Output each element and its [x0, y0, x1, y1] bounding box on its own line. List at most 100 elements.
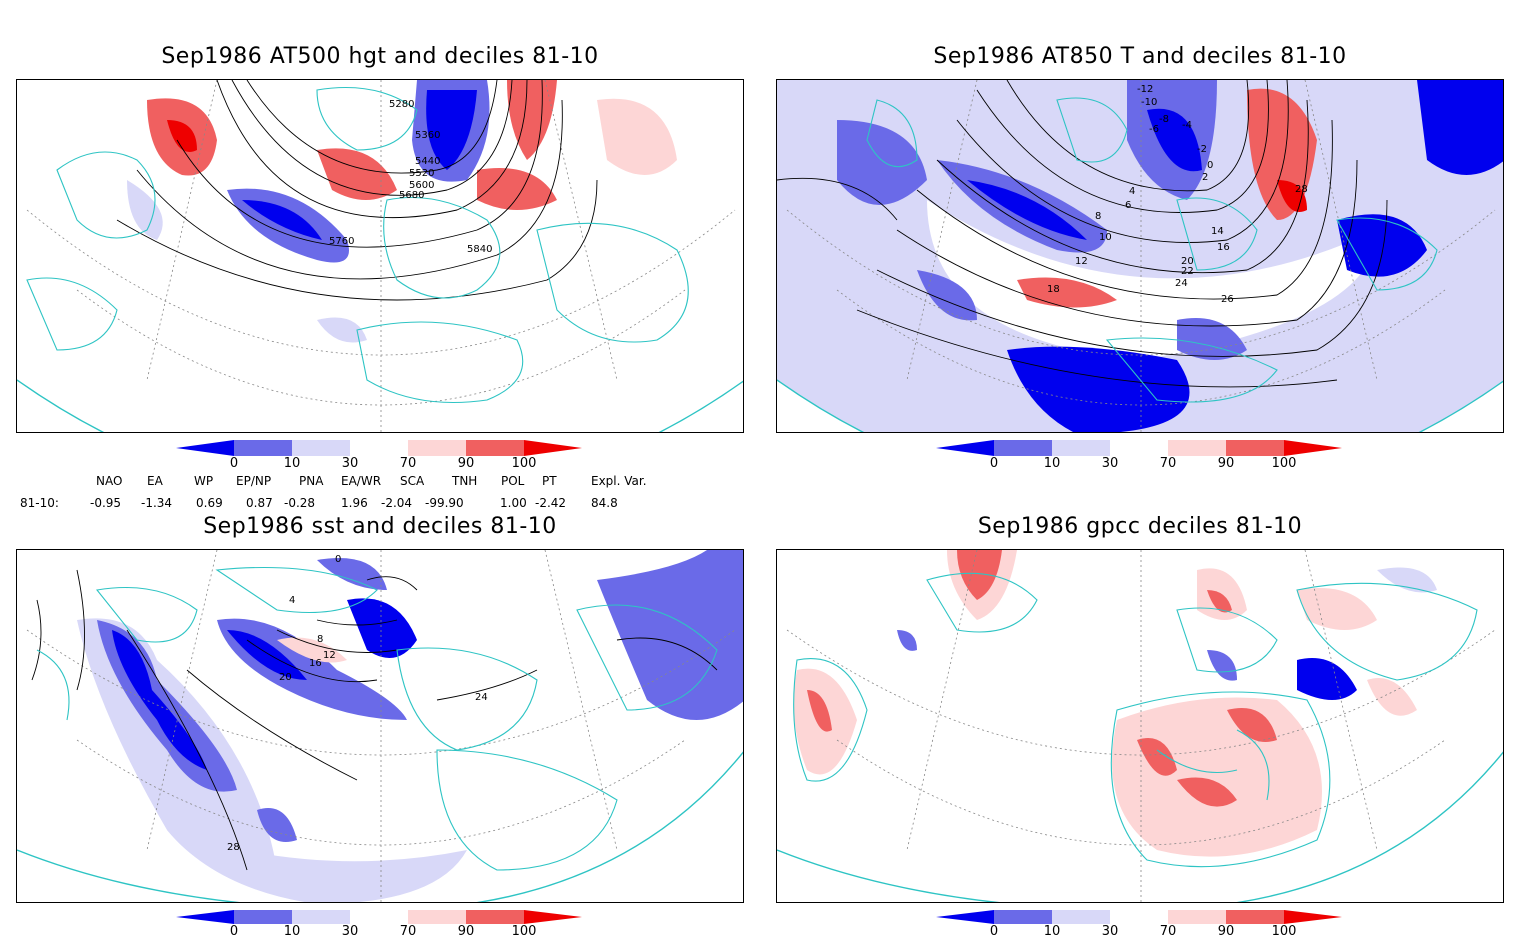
index-value: -0.28: [284, 496, 316, 510]
index-value: -99.90: [425, 496, 464, 510]
contour-label: 6: [1125, 200, 1131, 211]
contour-label: 2: [1202, 172, 1208, 183]
contour-label: 5840: [467, 244, 492, 255]
colorbar-tick: 100: [511, 924, 537, 939]
panel-title-t850: Sep1986 AT850 T and deciles 81-10: [933, 44, 1347, 69]
map-t850: -12 -10 -8 -6 -4 -2 0 2 4 6 8 10 12 14 1…: [776, 79, 1504, 433]
colorbar-tick: 100: [1271, 924, 1297, 939]
colorbar-tick: 70: [399, 456, 417, 471]
panel-title-hgt: Sep1986 AT500 hgt and deciles 81-10: [161, 44, 599, 69]
colorbar-svg: [176, 910, 582, 924]
contour-label: 28: [1295, 184, 1308, 195]
contour-label: 12: [323, 650, 336, 661]
contour-label: 28: [227, 842, 240, 853]
contour-label: 14: [1211, 226, 1224, 237]
contour-label: 10: [1099, 232, 1112, 243]
index-header: EA: [147, 474, 163, 488]
contour-label: 4: [1129, 186, 1135, 197]
index-header: POL: [501, 474, 525, 488]
colorbar-tick: 70: [1159, 456, 1177, 471]
map-sst-canvas: 0 4 8 12 16 20 24 28: [17, 550, 743, 902]
colorbar-tick: 10: [1043, 924, 1061, 939]
contour-label: 26: [1221, 294, 1234, 305]
panel-title-gpcc: Sep1986 gpcc deciles 81-10: [977, 514, 1303, 539]
colorbar-tick: 90: [457, 924, 475, 939]
index-value: -1.34: [141, 496, 173, 510]
contour-label: 0: [1207, 160, 1213, 171]
contour-label: 24: [475, 692, 488, 703]
index-value: 1.00: [500, 496, 527, 510]
index-header: SCA: [400, 474, 425, 488]
index-header: PNA: [299, 474, 324, 488]
colorbar-tick: 70: [1159, 924, 1177, 939]
colorbar-svg: [936, 910, 1342, 924]
index-value: -2.04: [381, 496, 413, 510]
colorbar-bottom-left: 0 10 30 70 90 100: [176, 910, 586, 940]
colorbar-svg: [936, 440, 1342, 456]
contour-label: 5440: [415, 156, 440, 167]
contour-label: -12: [1137, 84, 1153, 95]
colorbar-tick: 90: [1217, 924, 1235, 939]
colorbar-tick: 10: [1043, 456, 1061, 471]
map-hgt: 5280 5360 5440 5520 5600 5680 5760 5840: [16, 79, 744, 433]
contour-label: 20: [279, 672, 292, 683]
contour-label: 18: [1047, 284, 1060, 295]
colorbar-tick: 0: [989, 456, 999, 471]
contour-label: 22: [1181, 266, 1194, 277]
index-header: Expl. Var.: [591, 474, 647, 488]
colorbar-tick: 30: [1101, 924, 1119, 939]
contour-label: 24: [1175, 278, 1188, 289]
index-header: EA/WR: [341, 474, 382, 488]
map-gpcc: [776, 549, 1504, 903]
contour-label: 5280: [389, 99, 414, 110]
colorbar-tick: 70: [399, 924, 417, 939]
colorbar-tick: 0: [229, 924, 239, 939]
map-t850-canvas: -12 -10 -8 -6 -4 -2 0 2 4 6 8 10 12 14 1…: [777, 80, 1503, 432]
contour-label: 16: [309, 658, 322, 669]
colorbar-tick: 30: [1101, 456, 1119, 471]
contour-label: 5760: [329, 236, 354, 247]
colorbar-tick: 0: [229, 456, 239, 471]
colorbar-tick: 100: [511, 456, 537, 471]
contour-label: 5600: [409, 180, 434, 191]
map-hgt-canvas: 5280 5360 5440 5520 5600 5680 5760 5840: [17, 80, 743, 432]
colorbar-tick: 30: [341, 924, 359, 939]
colorbar-tick: 0: [989, 924, 999, 939]
colorbar-top-left: 0 10 30 70 90 100: [176, 440, 586, 476]
colorbar-svg: [176, 440, 582, 456]
index-header: WP: [194, 474, 214, 488]
contour-label: -10: [1141, 97, 1157, 108]
index-header: TNH: [452, 474, 478, 488]
colorbar-tick: 90: [457, 456, 475, 471]
contour-label: 5520: [409, 168, 434, 179]
index-value: 0.69: [196, 496, 223, 510]
map-sst: 0 4 8 12 16 20 24 28: [16, 549, 744, 903]
contour-label: -8: [1159, 114, 1169, 125]
contour-label: -4: [1182, 120, 1192, 131]
contour-label: 5680: [399, 190, 424, 201]
index-header: NAO: [96, 474, 123, 488]
contour-label: 0: [335, 554, 341, 565]
contour-label: -2: [1197, 144, 1207, 155]
map-gpcc-canvas: [777, 550, 1503, 902]
index-value: 1.96: [341, 496, 368, 510]
colorbar-top-right: 0 10 30 70 90 100: [936, 440, 1346, 476]
contour-label: 5360: [415, 130, 440, 141]
contour-label: 8: [317, 634, 323, 645]
contour-label: 16: [1217, 242, 1230, 253]
index-value: -0.95: [90, 496, 122, 510]
index-header: PT: [542, 474, 557, 488]
index-value: 0.87: [246, 496, 273, 510]
contour-label: 8: [1095, 211, 1101, 222]
index-row-label: 81-10:: [20, 496, 59, 510]
contour-label: 20: [1181, 256, 1194, 267]
panel-title-sst: Sep1986 sst and deciles 81-10: [203, 514, 557, 539]
contour-label: -6: [1149, 124, 1159, 135]
contour-label: 12: [1075, 256, 1088, 267]
index-header: EP/NP: [236, 474, 272, 488]
colorbar-tick: 10: [283, 456, 301, 471]
contour-label: 4: [289, 595, 295, 606]
colorbar-tick: 100: [1271, 456, 1297, 471]
colorbar-bottom-right: 0 10 30 70 90 100: [936, 910, 1346, 940]
colorbar-tick: 90: [1217, 456, 1235, 471]
